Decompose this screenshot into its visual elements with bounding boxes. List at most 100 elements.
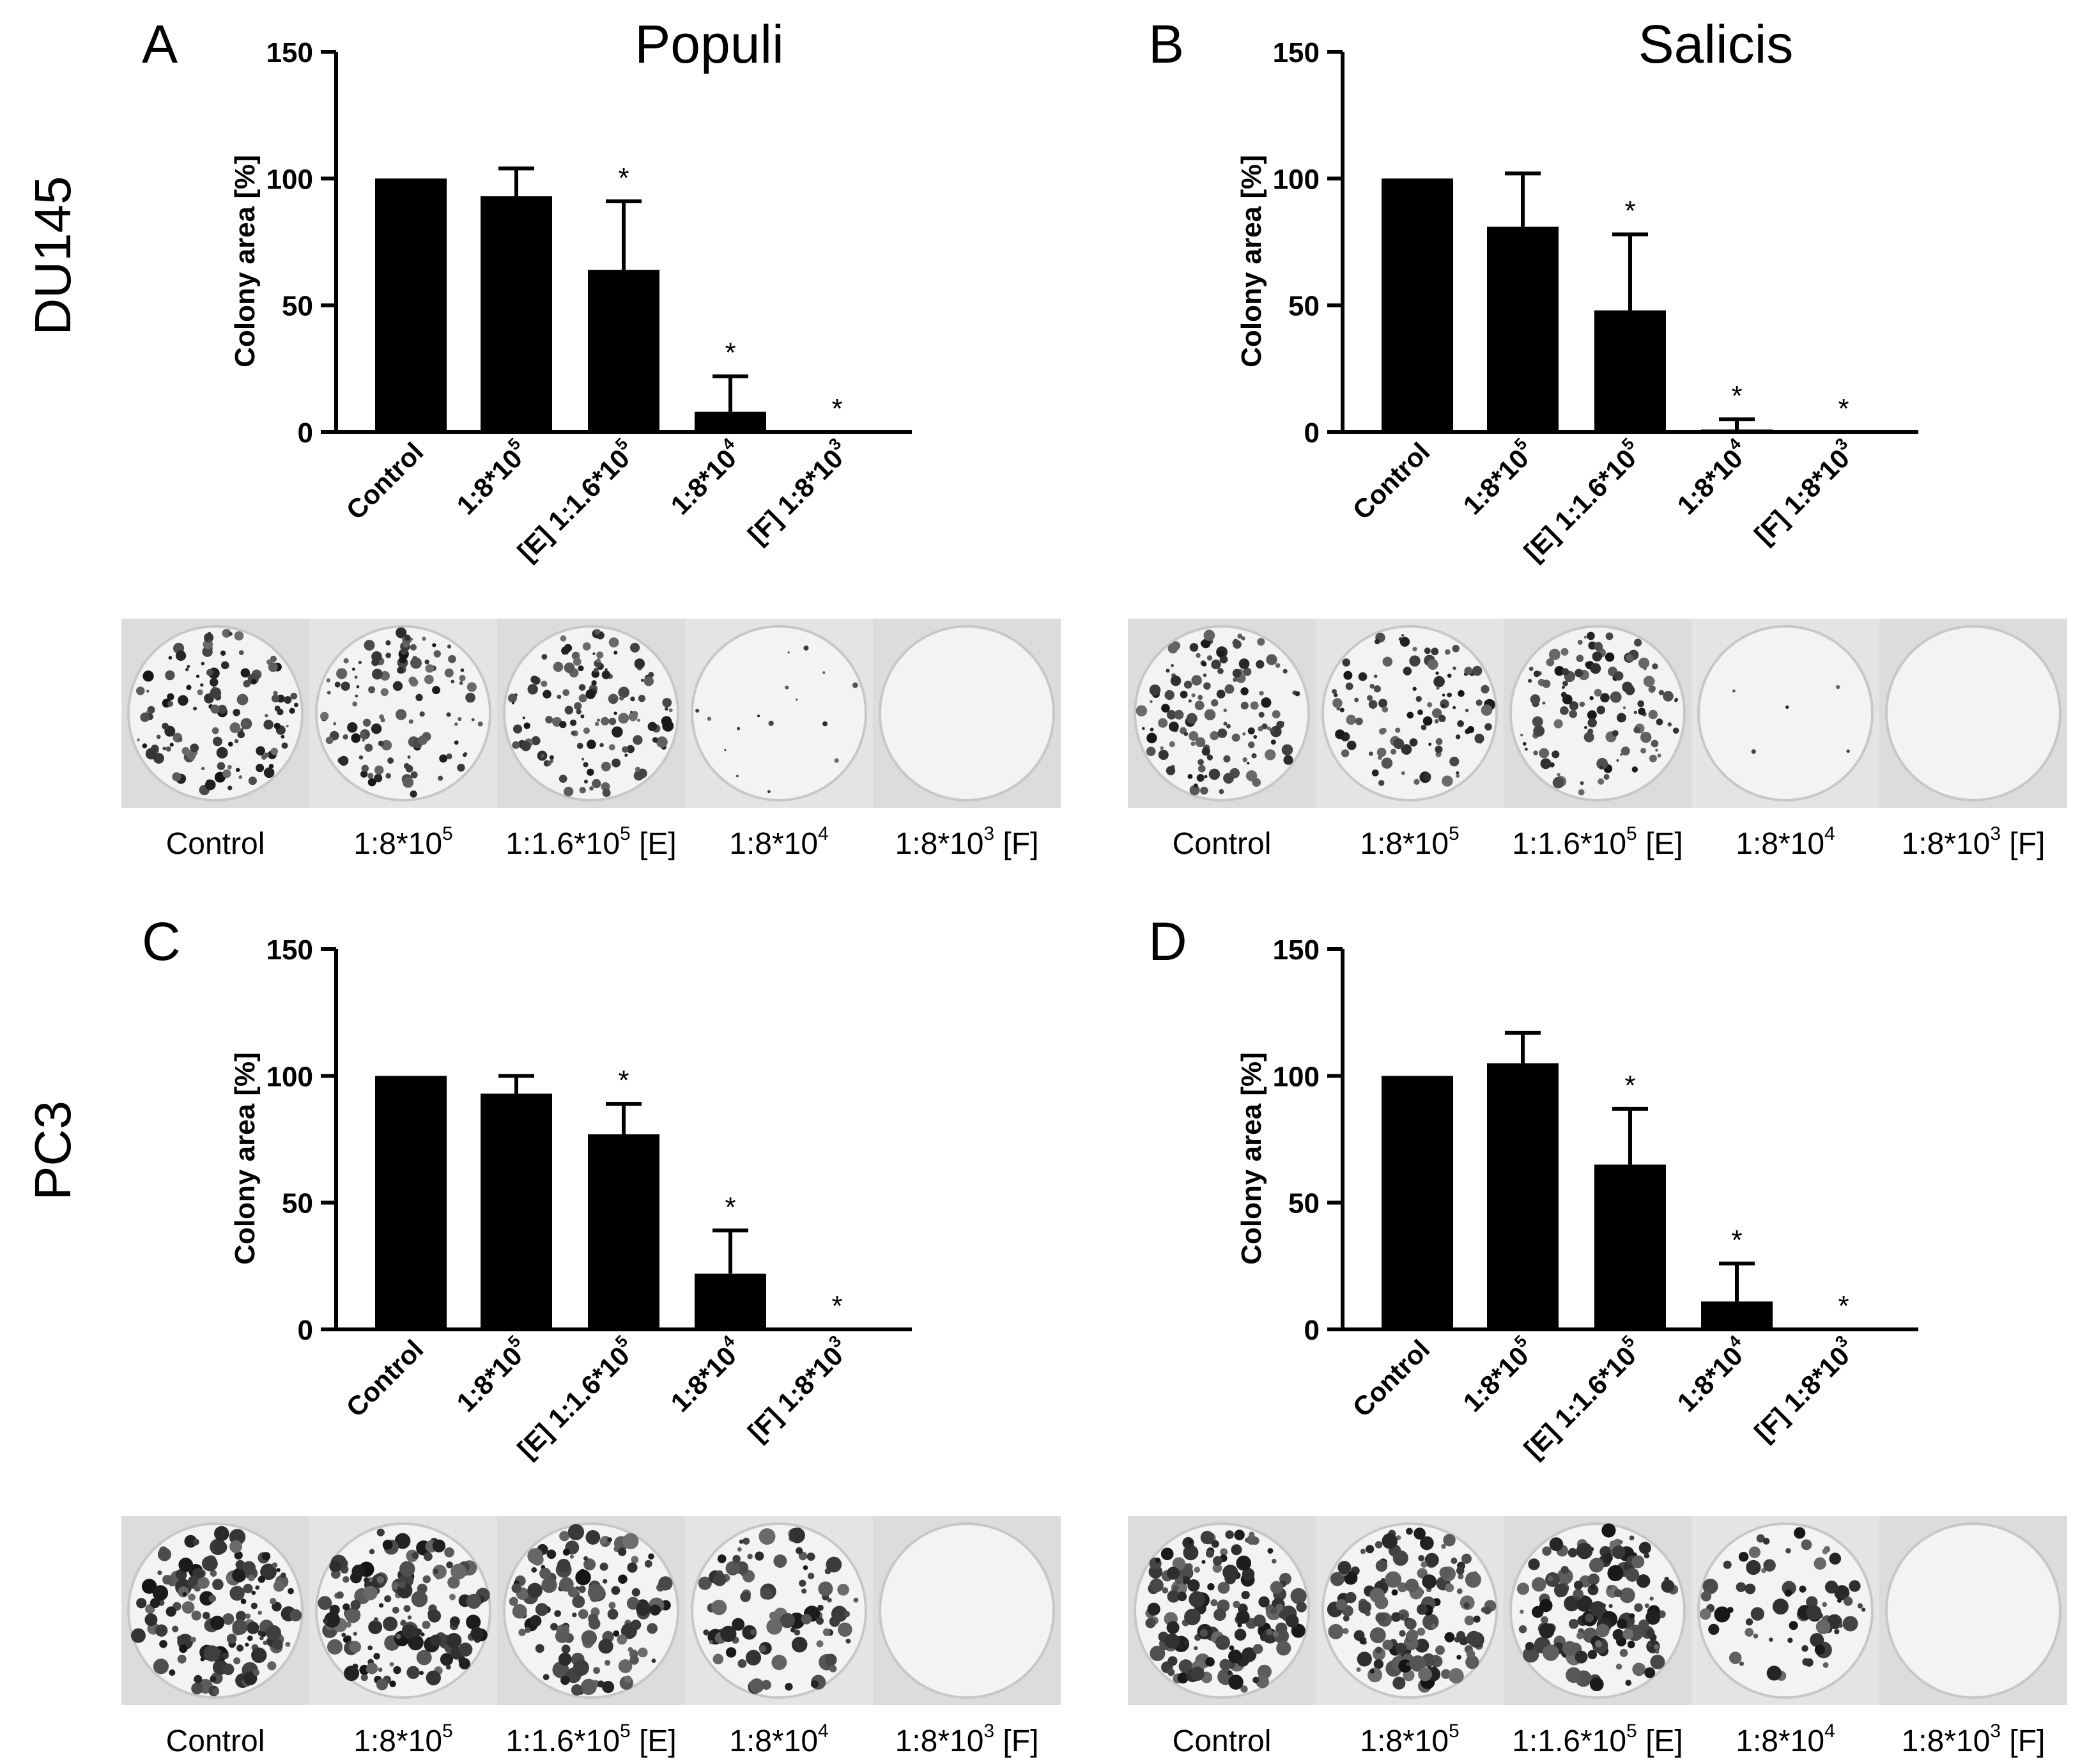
plate-strip [1128, 1516, 2067, 1705]
colony [562, 689, 570, 697]
colony [1422, 716, 1433, 726]
colony [569, 1554, 574, 1559]
label-base: Control [166, 827, 265, 861]
colony [177, 1654, 187, 1664]
x-tick-label: Control [341, 437, 429, 525]
colony [1594, 1640, 1603, 1648]
colony [288, 1588, 294, 1595]
colony [280, 1572, 286, 1579]
colony [242, 1561, 256, 1575]
colony [373, 1617, 379, 1622]
colony [801, 1588, 807, 1594]
colony [1829, 1552, 1842, 1565]
colony [559, 775, 567, 783]
colony [1208, 768, 1221, 780]
colony [1723, 1560, 1732, 1569]
colony [1272, 1630, 1279, 1637]
colony [1762, 1538, 1770, 1545]
colony [1211, 659, 1221, 670]
colony [269, 1598, 277, 1605]
colony [325, 736, 334, 745]
colony [243, 680, 250, 688]
colony [212, 686, 216, 690]
colony [564, 662, 575, 674]
colony [1592, 651, 1602, 662]
plate-strip [121, 1516, 1061, 1705]
colony [229, 722, 241, 734]
colony [1222, 1565, 1238, 1581]
colony [1449, 756, 1460, 767]
colony [429, 1634, 442, 1646]
colony [601, 761, 611, 771]
colony [1435, 745, 1443, 754]
colony [640, 678, 644, 682]
colony [557, 694, 562, 699]
colony [233, 708, 240, 716]
colony [1439, 1567, 1451, 1579]
colony [1750, 1607, 1764, 1621]
colony [216, 747, 228, 759]
colony [767, 790, 771, 794]
colony [336, 668, 348, 679]
colony [1358, 1600, 1371, 1614]
colony [834, 758, 839, 763]
bar [1594, 310, 1666, 432]
colony [445, 1664, 451, 1670]
colony [406, 1666, 420, 1680]
colony [1210, 731, 1219, 741]
colony [1376, 747, 1387, 757]
colony [446, 1561, 453, 1568]
colony [829, 1665, 837, 1673]
colony [1281, 744, 1293, 756]
colony [1560, 706, 1569, 715]
plate-well [879, 625, 1055, 801]
colony [1240, 687, 1249, 695]
colony [1150, 727, 1154, 732]
colony [1456, 1655, 1461, 1660]
colony [222, 1652, 229, 1659]
colony [1259, 691, 1264, 696]
colony [1418, 1667, 1432, 1682]
colony [578, 684, 586, 691]
colony [1252, 1676, 1260, 1683]
colony [1435, 1645, 1445, 1655]
colony [1167, 1668, 1175, 1676]
colony [446, 753, 452, 760]
colony [578, 693, 587, 703]
colony [1553, 719, 1563, 729]
colony [749, 1678, 764, 1693]
colony [1184, 1640, 1189, 1645]
colony [1258, 726, 1263, 732]
colony [252, 1669, 260, 1676]
label-exponent: 5 [1626, 1721, 1637, 1742]
colony [824, 1653, 837, 1666]
colony [212, 727, 219, 734]
colony [608, 717, 617, 725]
colony [1834, 1629, 1840, 1635]
colony [1857, 1603, 1863, 1609]
colony [1247, 727, 1255, 735]
colony [1368, 751, 1373, 756]
colony [1256, 660, 1265, 669]
colony [662, 720, 674, 732]
colony [1415, 1638, 1429, 1653]
colony [214, 1540, 227, 1554]
colony [186, 685, 192, 690]
x-tick-label: 1:8*105 [1454, 434, 1541, 520]
significance-star: * [1838, 1290, 1849, 1322]
colony [827, 1597, 832, 1603]
colony [1612, 1629, 1624, 1641]
colony [1576, 1542, 1593, 1559]
colony [599, 1536, 607, 1544]
colony [234, 631, 244, 641]
colony [366, 1662, 378, 1675]
colony [1336, 1599, 1348, 1611]
colony [798, 1551, 808, 1561]
y-tick-label: 0 [298, 417, 313, 449]
colony [567, 1524, 585, 1540]
colony [349, 1641, 362, 1653]
bar [1487, 226, 1559, 432]
colony [588, 1613, 599, 1624]
colony [1401, 744, 1412, 755]
colony [1169, 741, 1176, 748]
